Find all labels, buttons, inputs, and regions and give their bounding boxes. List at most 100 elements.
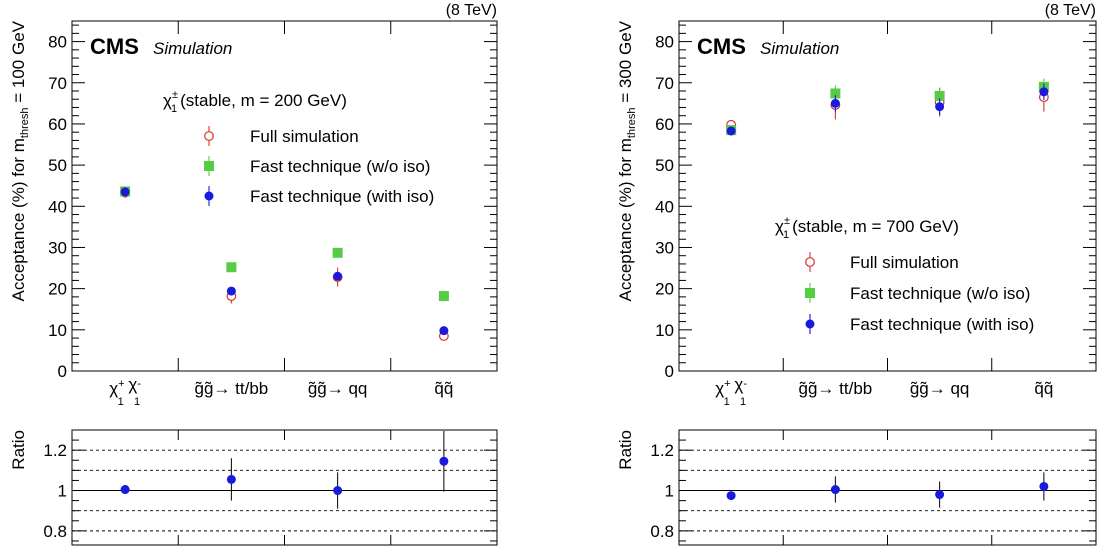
x-tick-label-part: χ xyxy=(124,375,138,394)
y-axis-title: Acceptance (%) for mthresh = 300 GeV xyxy=(616,20,638,301)
x-tick-label-part: 1 xyxy=(724,396,730,408)
ratio-axis-title: Ratio xyxy=(9,430,28,470)
x-tick-label-part: 1 xyxy=(118,396,124,408)
ratio-point xyxy=(935,490,945,500)
legend-title-symbol: χ xyxy=(163,91,172,110)
cms-label: CMS xyxy=(697,34,746,59)
series-1 xyxy=(120,187,449,341)
legend-label: Fast technique (w/o iso) xyxy=(250,157,430,176)
y-tick-label: 70 xyxy=(48,74,67,93)
y-tick-label: 80 xyxy=(655,33,674,52)
ratio-point xyxy=(226,474,236,484)
ratio-panel: 0.8 1 1.2 Ratio xyxy=(9,429,498,546)
legend-title-sup: ± xyxy=(784,215,790,227)
legend-title-sup: ± xyxy=(172,89,178,101)
x-tick-label-part: - xyxy=(137,378,141,390)
y-axis-title-tail: = 100 GeV xyxy=(9,20,28,107)
legend-label: Full simulation xyxy=(850,253,959,272)
legend-title: χ± 1 (stable, m = 200 GeV) xyxy=(163,89,347,115)
data-point xyxy=(830,98,840,108)
y-tick-label: 0 xyxy=(665,362,674,381)
legend-label: Fast technique (w/o iso) xyxy=(850,284,1030,303)
ratio-y-tick-label: 1 xyxy=(665,482,674,501)
x-tick-label-part: χ xyxy=(730,375,744,394)
y-axis-title-main: Acceptance (%) for m xyxy=(616,138,635,301)
x-tick-label-part: + xyxy=(724,378,730,390)
ratio-frame xyxy=(71,429,498,546)
legend: χ± 1 (stable, m = 700 GeV) Full simulation F… xyxy=(775,215,1034,334)
y-tick-label: 40 xyxy=(48,197,67,216)
legend-label: Fast technique (with iso) xyxy=(250,187,434,206)
y-tick-label: 10 xyxy=(655,321,674,340)
legend-label: Fast technique (with iso) xyxy=(850,315,1034,334)
legend-marker xyxy=(204,191,214,201)
data-point xyxy=(935,102,945,112)
legend-marker xyxy=(805,257,815,267)
data-point xyxy=(438,291,449,302)
ratio-point xyxy=(726,491,736,501)
ratio-axis-title: Ratio xyxy=(616,430,635,470)
data-point xyxy=(120,187,130,197)
data-point xyxy=(439,326,449,336)
energy-label: (8 TeV) xyxy=(446,2,497,19)
y-axis-title-sub: thresh xyxy=(19,107,31,138)
legend-title-symbol: χ xyxy=(775,217,784,236)
x-tick-label: g̃g̃→ qq xyxy=(308,379,368,398)
data-point xyxy=(830,88,841,99)
ratio-point xyxy=(333,486,343,496)
y-tick-label: 60 xyxy=(655,115,674,134)
x-tick-label: χ+ 1 χ-1 xyxy=(715,375,747,408)
y-tick-label: 30 xyxy=(48,238,67,257)
x-tick-label: q̃q̃ xyxy=(1034,379,1053,398)
legend-label: Full simulation xyxy=(250,127,359,146)
y-tick-label: 20 xyxy=(48,280,67,299)
series-3 xyxy=(726,83,1049,136)
data-point xyxy=(226,286,236,296)
y-tick-label: 70 xyxy=(655,74,674,93)
simulation-label: Simulation xyxy=(153,39,232,58)
y-tick-label: 50 xyxy=(48,156,67,175)
data-point xyxy=(934,90,945,101)
ratio-frame xyxy=(678,429,1097,546)
ratio-point xyxy=(439,456,449,466)
legend-title-text: (stable, m = 700 GeV) xyxy=(792,217,959,236)
series-2 xyxy=(726,78,1049,136)
x-tick-label: g̃g̃→ qq xyxy=(910,379,970,398)
data-point xyxy=(226,262,237,273)
ratio-point xyxy=(120,485,130,495)
legend-marker xyxy=(204,161,214,171)
ratio-point xyxy=(830,485,840,495)
ratio-y-tick-label: 1.2 xyxy=(650,441,674,460)
series-3 xyxy=(120,187,449,336)
x-tick-label-part: χ xyxy=(715,379,724,398)
legend-title-text: (stable, m = 200 GeV) xyxy=(180,91,347,110)
ratio-y-tick-label: 0.8 xyxy=(43,522,67,541)
ratio-point xyxy=(1039,481,1049,491)
y-tick-label: 60 xyxy=(48,115,67,134)
legend-title-sub: 1 xyxy=(171,103,177,115)
y-axis-title-sub: thresh xyxy=(626,107,638,138)
ratio-y-tick-label: 1 xyxy=(58,482,67,501)
legend: χ± 1 (stable, m = 200 GeV) Full simulation F… xyxy=(163,89,434,206)
y-tick-label: 10 xyxy=(48,321,67,340)
ratio-y-tick-label: 0.8 xyxy=(650,522,674,541)
x-tick-label: q̃q̃ xyxy=(434,379,453,398)
legend-marker xyxy=(805,319,815,329)
legend-title: χ± 1 (stable, m = 700 GeV) xyxy=(775,215,959,241)
ratio-panel: 0.8 1 1.2 Ratio xyxy=(616,429,1097,546)
x-tick-label-part: - xyxy=(743,378,747,390)
y-axis-title: Acceptance (%) for mthresh = 100 GeV xyxy=(9,20,31,301)
x-tick-label-part: χ xyxy=(109,379,118,398)
x-tick-label: g̃g̃→ tt/bb xyxy=(195,379,269,398)
y-tick-label: 80 xyxy=(48,33,67,52)
simulation-label: Simulation xyxy=(760,39,839,58)
y-axis-title-tail: = 300 GeV xyxy=(616,20,635,107)
x-tick-label-part: 1 xyxy=(740,396,746,408)
legend-marker xyxy=(805,288,815,298)
x-tick-label-part: 1 xyxy=(134,396,140,408)
y-tick-label: 40 xyxy=(655,197,674,216)
x-tick-label-part: + xyxy=(118,378,124,390)
